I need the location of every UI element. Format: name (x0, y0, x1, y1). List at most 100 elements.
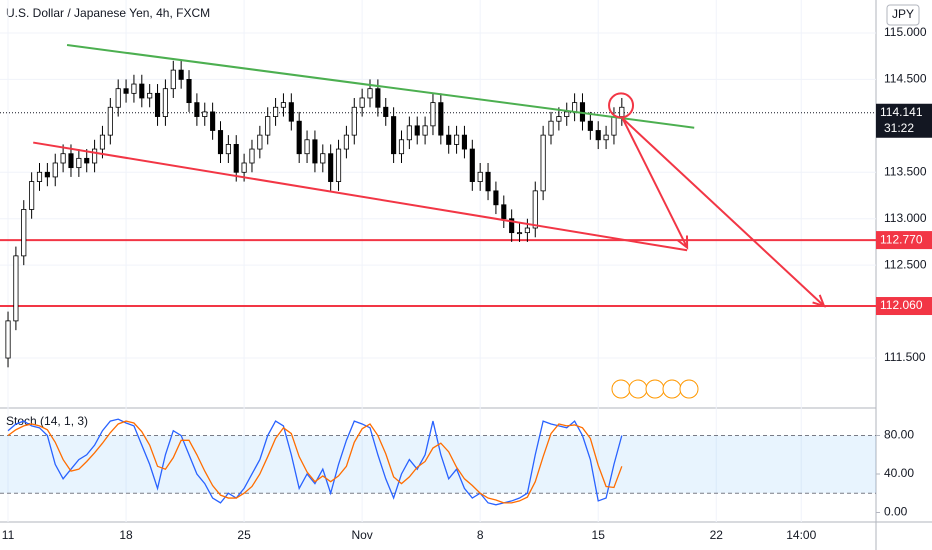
candle-body (131, 83, 137, 94)
candle-body (5, 320, 11, 359)
candle-body (367, 88, 373, 99)
candle-body (461, 134, 468, 150)
candle-body (178, 69, 184, 80)
candle-body (202, 111, 208, 117)
marker-circle (608, 92, 635, 119)
candle-body (587, 120, 593, 131)
candle-body (328, 153, 334, 182)
candle-body (233, 144, 239, 173)
candle-body (359, 97, 365, 108)
candle-body (446, 134, 452, 145)
level-label-bg (876, 231, 932, 250)
arrow (621, 117, 689, 248)
candle-body (225, 144, 231, 155)
arrow (621, 117, 825, 307)
currency-box[interactable] (886, 4, 920, 26)
candle-body (76, 157, 82, 169)
event-icon[interactable] (611, 379, 631, 399)
candle-body (603, 134, 609, 141)
currency: JPY (892, 7, 914, 21)
level-label-bg (876, 297, 932, 316)
candle-body (532, 190, 538, 229)
candle-body (162, 88, 168, 117)
candle-body (383, 106, 389, 117)
candle-body (60, 153, 66, 164)
candle-body (186, 79, 192, 104)
candle-body (509, 218, 515, 234)
x-tick-label: 14:00 (786, 528, 816, 542)
trendline (66, 44, 695, 129)
candle-body (454, 134, 460, 145)
candle-body (351, 106, 357, 136)
candle-body (375, 88, 381, 108)
candle-body (391, 116, 397, 155)
candle-body (44, 171, 50, 178)
candle-body (469, 148, 475, 182)
candle-body (485, 171, 491, 192)
candle-body (288, 102, 294, 122)
candle-body (422, 125, 428, 136)
y-tick-label: 115.000 (884, 25, 927, 39)
x-tick-label: 15 (592, 528, 606, 542)
trendline (33, 141, 688, 252)
candle-body (147, 92, 153, 99)
candle-body (516, 232, 523, 235)
stoch-title: Stoch (14, 1, 3) (6, 414, 88, 428)
x-tick-label: 11 (2, 528, 15, 542)
level-label: 112.060 (880, 298, 923, 312)
candle-body (21, 209, 27, 257)
y-tick-label: 113.000 (884, 211, 927, 225)
countdown: 31:22 (884, 121, 914, 135)
candle-body (398, 139, 405, 155)
candle-body (524, 227, 530, 234)
event-icon[interactable] (679, 379, 699, 399)
stoch-tick-label: 80.00 (884, 428, 914, 442)
y-tick-label: 112.500 (884, 257, 927, 271)
stoch-line (7, 418, 623, 506)
candle-body (619, 106, 625, 117)
y-tick-label: 114.500 (884, 72, 927, 86)
candle-body (572, 102, 578, 113)
y-tick-label: 111.500 (884, 350, 926, 364)
event-icons[interactable] (611, 379, 699, 399)
stoch-tick-label: 40.00 (884, 466, 914, 480)
candle-body (241, 162, 247, 173)
x-tick-label: 22 (710, 528, 724, 542)
candle-body (304, 139, 310, 155)
candle-body (107, 106, 113, 136)
candle-body (438, 102, 444, 136)
candle-body (36, 171, 43, 182)
candle-body (99, 134, 106, 150)
event-icon[interactable] (645, 379, 665, 399)
candle-body (154, 92, 161, 117)
candle-body (312, 139, 318, 164)
candle-body (595, 130, 601, 141)
stoch-tick-label: 0.00 (884, 505, 908, 519)
x-tick-label: 18 (119, 528, 133, 542)
candle-body (477, 171, 483, 182)
candle-body (280, 102, 287, 108)
candle-body (68, 153, 74, 169)
candle-body (217, 130, 224, 155)
candle-body (556, 116, 562, 122)
event-icon[interactable] (662, 379, 682, 399)
candle-body (548, 120, 554, 136)
event-icon[interactable] (628, 379, 648, 399)
candle-body (540, 134, 546, 192)
candle-body (501, 204, 507, 220)
candle-body (194, 102, 200, 117)
candle-body (115, 88, 121, 108)
candle-body (52, 162, 58, 178)
candle-body (123, 88, 129, 94)
candle-body (320, 153, 326, 164)
candle-body (273, 106, 279, 117)
candle-body (210, 111, 216, 131)
x-tick-label: 8 (477, 528, 484, 542)
candle-body (564, 111, 570, 117)
candle-body (139, 83, 145, 99)
candle-body (335, 148, 342, 182)
candle-body (343, 134, 349, 150)
